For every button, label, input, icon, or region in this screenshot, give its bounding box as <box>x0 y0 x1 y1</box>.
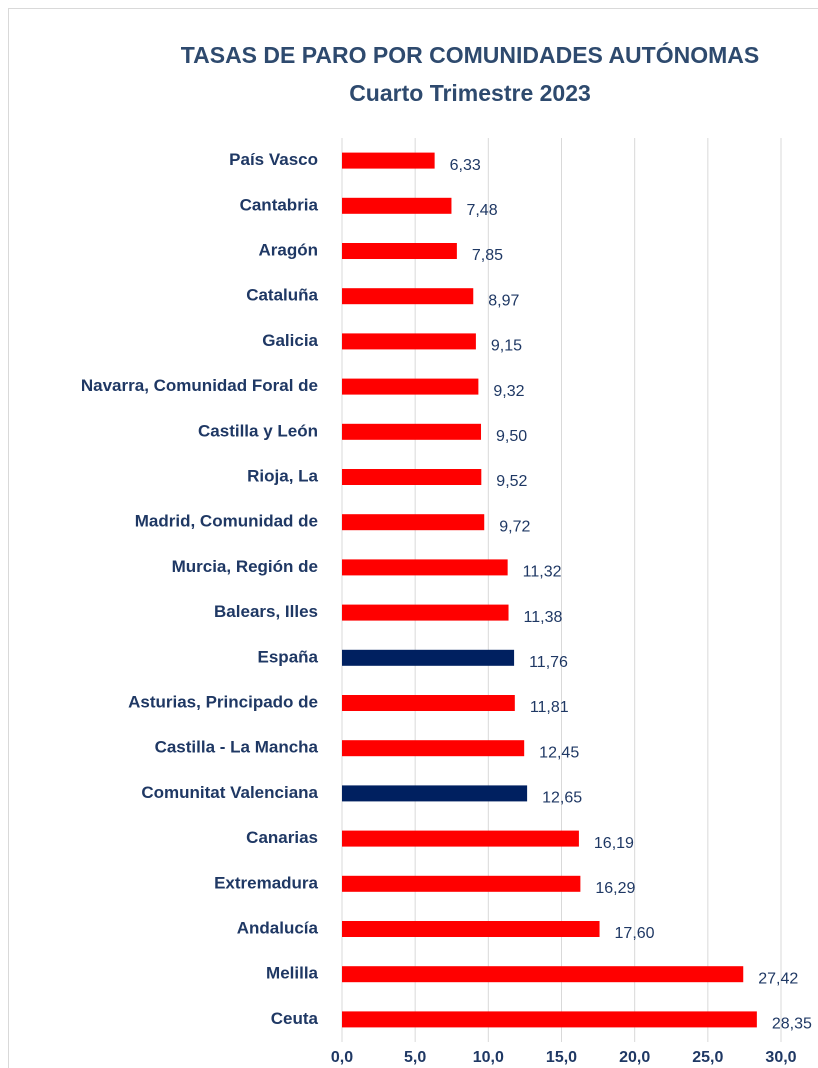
y-tick-label: Canarias <box>246 828 318 847</box>
x-tick-label: 15,0 <box>546 1049 577 1066</box>
bar <box>342 559 508 576</box>
y-tick-label: Galicia <box>262 331 318 350</box>
y-tick-label: España <box>258 647 319 666</box>
y-tick-label: Cantabria <box>240 195 319 214</box>
value-label: 8,97 <box>488 292 519 309</box>
bar <box>342 197 452 214</box>
x-tick-label: 10,0 <box>473 1049 504 1066</box>
y-tick-label: Extremadura <box>214 873 318 892</box>
bar <box>342 785 528 802</box>
y-tick-label: Rioja, La <box>247 466 318 485</box>
y-tick-label: Madrid, Comunidad de <box>135 512 318 531</box>
value-label: 6,33 <box>450 157 481 174</box>
value-label: 9,32 <box>493 383 524 400</box>
value-label: 12,45 <box>539 744 579 761</box>
y-tick-label: Asturias, Principado de <box>128 692 318 711</box>
bar <box>342 921 600 937</box>
value-label: 27,42 <box>758 970 798 987</box>
bar <box>342 740 525 757</box>
value-label: 17,60 <box>615 925 655 942</box>
y-tick-label: Melilla <box>266 964 319 983</box>
bar <box>342 695 515 711</box>
x-tick-label: 20,0 <box>619 1049 650 1066</box>
bar <box>342 875 581 892</box>
value-label: 9,72 <box>499 518 530 535</box>
value-label: 16,29 <box>595 880 635 897</box>
y-tick-label: País Vasco <box>229 150 318 169</box>
y-tick-label: Murcia, Región de <box>172 557 318 576</box>
bar <box>342 423 482 440</box>
y-tick-label: Cataluña <box>246 286 318 305</box>
bar <box>342 152 435 169</box>
value-label: 11,38 <box>524 609 563 626</box>
bar <box>342 1011 757 1028</box>
bar <box>342 830 579 847</box>
value-label: 9,50 <box>496 428 527 445</box>
value-label: 9,52 <box>496 473 527 490</box>
y-tick-label: Castilla y León <box>198 421 318 440</box>
bar <box>342 243 457 259</box>
bar <box>342 649 515 666</box>
chart-subtitle: Cuarto Trimestre 2023 <box>349 80 591 106</box>
bar <box>342 966 744 983</box>
y-tick-label: Castilla - La Mancha <box>155 738 319 757</box>
y-tick-label: Comunitat Valenciana <box>141 783 318 802</box>
value-label: 7,48 <box>466 202 497 219</box>
x-tick-label: 30,0 <box>765 1049 796 1066</box>
bar <box>342 469 482 485</box>
bar <box>342 604 509 621</box>
value-label: 16,19 <box>594 835 634 852</box>
bar <box>342 288 474 305</box>
value-label: 11,32 <box>523 564 562 581</box>
y-tick-label: Aragón <box>259 240 319 259</box>
value-label: 7,85 <box>472 247 503 264</box>
bar <box>342 378 479 395</box>
value-label: 11,81 <box>530 699 569 716</box>
x-tick-label: 0,0 <box>331 1049 353 1066</box>
value-label: 9,15 <box>491 338 522 355</box>
value-label: 12,65 <box>542 790 582 807</box>
chart-title: TASAS DE PARO POR COMUNIDADES AUTÓNOMAS <box>181 41 759 68</box>
value-label: 28,35 <box>772 1016 812 1033</box>
bar <box>342 333 476 350</box>
bar <box>342 514 485 531</box>
x-tick-label: 5,0 <box>404 1049 426 1066</box>
value-label: 11,76 <box>529 654 568 671</box>
y-tick-label: Navarra, Comunidad Foral de <box>81 376 318 395</box>
x-tick-label: 25,0 <box>692 1049 723 1066</box>
y-tick-label: Balears, Illes <box>214 602 318 621</box>
chart-frame <box>8 8 818 1068</box>
y-tick-label: Ceuta <box>271 1009 319 1028</box>
y-tick-label: Andalucía <box>237 918 319 937</box>
